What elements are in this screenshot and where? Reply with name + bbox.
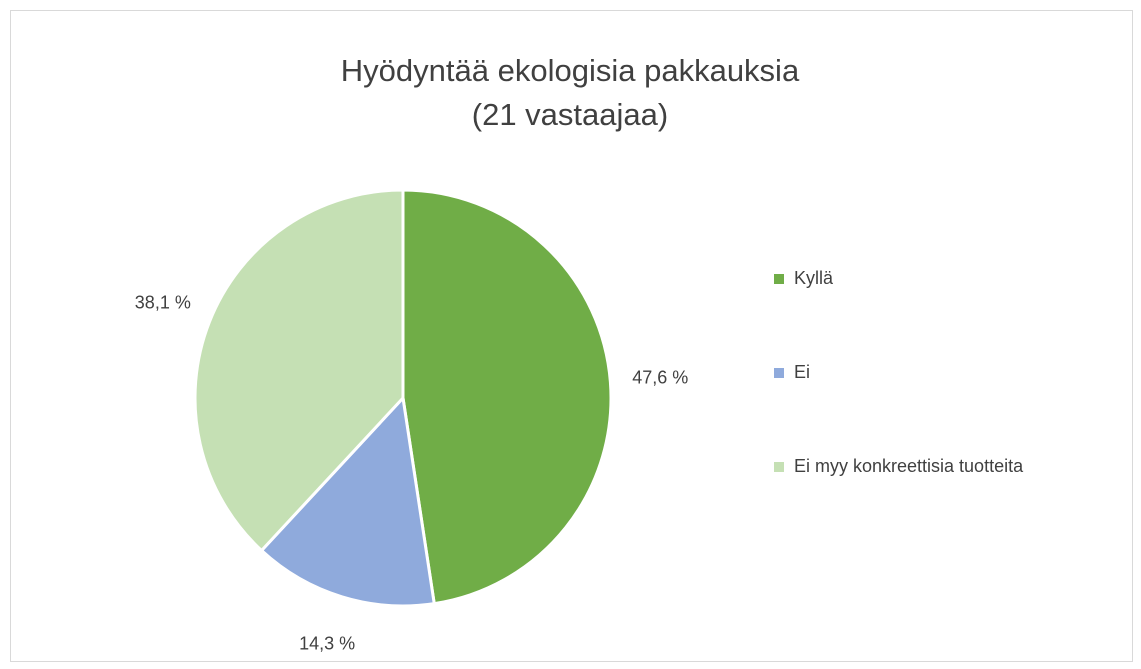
legend-swatch	[774, 462, 784, 472]
legend-label: Kyllä	[794, 268, 834, 288]
pie-slice	[259, 394, 436, 608]
pie-slice	[401, 188, 613, 606]
chart-title: (21 vastaajaa)	[472, 97, 668, 132]
data-label: 38,1 %	[135, 293, 191, 313]
legend-label: Ei myy konkreettisia tuotteita	[794, 456, 1024, 476]
data-label: 14,3 %	[299, 633, 355, 653]
legend-swatch	[774, 368, 784, 378]
pie-slice	[193, 188, 405, 553]
data-label: 47,6 %	[632, 367, 688, 387]
legend-swatch	[774, 274, 784, 284]
chart-title: Hyödyntää ekologisia pakkauksia	[341, 53, 800, 88]
legend-label: Ei	[794, 362, 810, 382]
